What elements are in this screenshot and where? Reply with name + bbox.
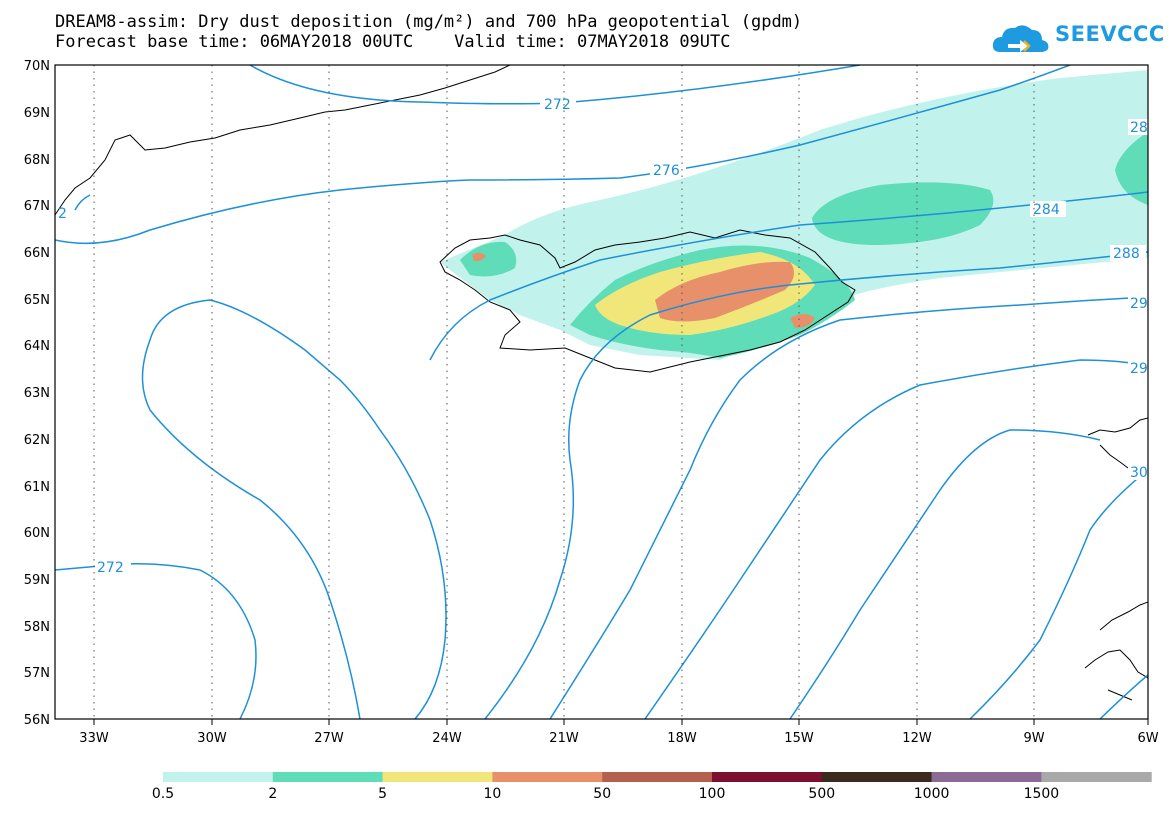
color-legend: 0.5 2 5 10 50 100 500 1000 1500 [152, 772, 1152, 802]
contour-280 [55, 563, 257, 719]
dust-patch-iceland-orange [655, 261, 794, 322]
contour-label: 2 [58, 206, 67, 222]
legend-swatch [492, 772, 603, 782]
lon-label: 9W [1023, 731, 1044, 746]
legend-swatch [1041, 772, 1152, 782]
geopotential-contours [55, 65, 1148, 719]
contour-272-north [249, 65, 861, 105]
legend-swatch [712, 772, 823, 782]
lat-label: 68N [24, 153, 50, 168]
legend-swatch [931, 772, 1042, 782]
legend-label: 10 [483, 786, 501, 802]
dust-patch-westfjords [460, 241, 517, 277]
lat-label: 67N [24, 199, 50, 214]
coastline-iceland [439, 229, 856, 373]
map-title: DREAM8-assim: Dry dust deposition (mg/m²… [55, 12, 803, 32]
longitude-labels: 33W 30W 27W 24W 21W 18W 15W 12W 9W 6W [79, 731, 1158, 746]
axis-ticks [93, 719, 1149, 725]
contour-label: 272 [97, 560, 124, 576]
lat-label: 60N [24, 526, 50, 541]
legend-swatch [821, 772, 933, 782]
coastline-faroe [1087, 417, 1148, 469]
lon-label: 27W [314, 731, 344, 746]
legend-swatch [382, 772, 493, 782]
legend-label: 50 [593, 786, 611, 802]
lat-label: 58N [24, 620, 50, 635]
lat-label: 62N [24, 433, 50, 448]
contour-label: 29 [1130, 361, 1148, 377]
contour-label: 276 [653, 163, 680, 179]
lat-label: 63N [24, 386, 50, 401]
lon-label: 24W [432, 731, 462, 746]
contour-292 [549, 296, 1148, 719]
contour-label: 288 [1113, 246, 1140, 262]
lon-label: 18W [667, 731, 697, 746]
lat-label: 66N [24, 246, 50, 261]
lat-label: 69N [24, 106, 50, 121]
lon-label: 6W [1137, 731, 1158, 746]
legend-label: 5 [378, 786, 387, 802]
lat-label: 59N [24, 573, 50, 588]
lon-label: 15W [784, 731, 814, 746]
legend-swatch [272, 772, 384, 782]
contour-292b [644, 359, 1148, 719]
legend-label: 1000 [914, 786, 950, 802]
coastline-scotland [1084, 601, 1148, 701]
contour-284-east [429, 191, 1148, 361]
map-frame [54, 64, 1149, 720]
coastline-greenland [55, 65, 511, 216]
contour-label: 284 [1033, 202, 1060, 218]
latitude-labels: 70N 69N 68N 67N 66N 65N 64N 63N 62N 61N … [24, 59, 50, 728]
lon-label: 33W [79, 731, 109, 746]
lat-label: 64N [24, 339, 50, 354]
lat-label: 61N [24, 480, 50, 495]
contour-276 [55, 65, 1071, 245]
contour-300 [969, 469, 1148, 719]
legend-label: 500 [808, 786, 835, 802]
legend-label: 100 [699, 786, 726, 802]
legend-swatch [602, 772, 713, 782]
contour-label: 272 [544, 97, 571, 113]
contour-labels: 272 276 284 288 28 29 29 30 272 2 [58, 96, 1148, 576]
contour-label: 30 [1130, 465, 1148, 481]
dust-patch-medium-1 [812, 182, 994, 245]
map-subtitle: Forecast base time: 06MAY2018 00UTC Vali… [55, 32, 731, 52]
contour-280-west-loop [74, 194, 91, 211]
lat-label: 65N [24, 293, 50, 308]
legend-swatch [163, 772, 274, 782]
logo-text: SEEVCCC [1055, 22, 1165, 46]
dust-patch-orange-small-2 [472, 252, 486, 262]
lat-label: 56N [24, 713, 50, 728]
legend-label: 2 [268, 786, 277, 802]
lon-label: 12W [902, 731, 932, 746]
contour-288 [484, 251, 1148, 719]
legend-label: 1500 [1024, 786, 1060, 802]
dust-patch-medium-2 [1115, 132, 1148, 205]
cloud-logo-icon [992, 25, 1049, 52]
dust-patch-orange-small [790, 314, 815, 328]
lat-label: 70N [24, 59, 50, 74]
contour-284 [141, 299, 447, 719]
lon-label: 30W [197, 731, 227, 746]
contour-label: 29 [1130, 296, 1148, 312]
contour-304 [1099, 674, 1148, 719]
lon-label: 21W [549, 731, 579, 746]
lat-label: 57N [24, 666, 50, 681]
contour-296 [789, 429, 1101, 719]
contour-label: 28 [1130, 120, 1148, 136]
legend-label: 0.5 [152, 786, 174, 802]
map-plot-area: 272 276 284 288 28 29 29 30 272 2 [55, 65, 1148, 719]
